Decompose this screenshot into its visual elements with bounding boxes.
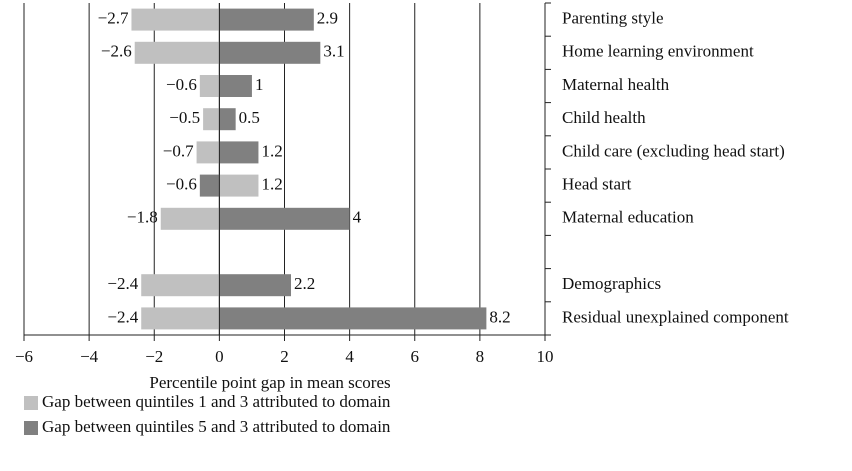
legend-label: Gap between quintiles 5 and 3 attributed… <box>42 417 391 436</box>
category-label: Child health <box>562 108 646 127</box>
category-label: Head start <box>562 175 632 194</box>
category-label: Maternal health <box>562 75 670 94</box>
bar <box>196 141 220 164</box>
bar <box>219 8 314 31</box>
legend-swatch <box>24 396 38 410</box>
category-label: Maternal education <box>562 208 694 227</box>
legend-label: Gap between quintiles 1 and 3 attributed… <box>42 392 391 411</box>
value-label: 2.9 <box>317 9 338 28</box>
bar <box>219 307 487 330</box>
x-tick-label: 2 <box>280 347 289 366</box>
bar <box>160 207 220 230</box>
value-label: 1.2 <box>261 175 282 194</box>
x-tick-label: 4 <box>345 347 354 366</box>
bar <box>199 75 220 97</box>
value-label: −2.6 <box>101 42 132 61</box>
x-tick-label: 0 <box>215 347 224 366</box>
value-label: −0.6 <box>166 75 197 94</box>
bar <box>141 307 220 330</box>
category-label: Demographics <box>562 274 661 293</box>
category-label: Home learning environment <box>562 42 754 61</box>
value-label: 0.5 <box>239 108 260 127</box>
x-tick-label: −6 <box>15 347 33 366</box>
bar <box>199 174 220 197</box>
x-tick-label: 6 <box>411 347 420 366</box>
value-label: −0.5 <box>169 108 200 127</box>
value-label: −2.4 <box>107 307 138 326</box>
value-label: 1 <box>255 75 264 94</box>
bar <box>219 41 321 64</box>
bar <box>219 174 259 197</box>
bar <box>203 108 220 131</box>
value-label: −1.8 <box>127 208 158 227</box>
value-label: −0.7 <box>163 141 194 160</box>
category-label: Child care (excluding head start) <box>562 141 785 160</box>
bar <box>219 274 292 297</box>
x-tick-label: 10 <box>537 347 554 366</box>
category-label: Parenting style <box>562 9 664 28</box>
value-label: −0.6 <box>166 175 197 194</box>
bar <box>219 108 236 131</box>
legend-swatch <box>24 421 38 435</box>
bar <box>219 207 350 230</box>
value-label: 3.1 <box>323 42 344 61</box>
bar <box>141 274 220 297</box>
value-label: −2.4 <box>107 274 138 293</box>
value-label: 1.2 <box>261 141 282 160</box>
x-tick-label: −4 <box>80 347 99 366</box>
value-label: 8.2 <box>489 307 510 326</box>
bar <box>219 141 259 164</box>
value-label: 4 <box>353 208 362 227</box>
bar <box>134 41 220 64</box>
bar <box>219 75 252 97</box>
value-label: 2.2 <box>294 274 315 293</box>
x-tick-label: −2 <box>145 347 163 366</box>
value-label: −2.7 <box>98 9 129 28</box>
x-tick-label: 8 <box>476 347 485 366</box>
x-axis-label: Percentile point gap in mean scores <box>149 373 390 392</box>
category-label: Residual unexplained component <box>562 307 789 326</box>
bar <box>131 8 220 31</box>
